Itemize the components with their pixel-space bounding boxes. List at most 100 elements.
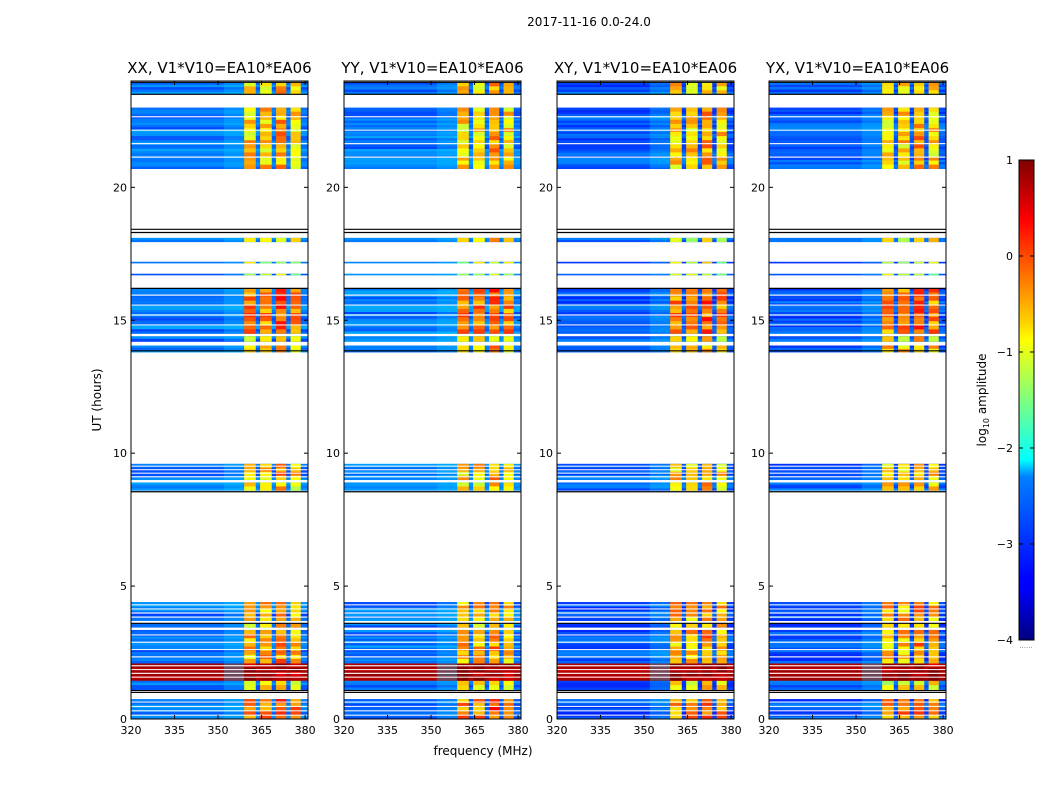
- data-rfi-cell: [503, 613, 514, 618]
- data-rfi-cell: [686, 156, 698, 161]
- data-rfi-cell: [457, 152, 469, 157]
- data-rfi-cell: [473, 616, 485, 621]
- data-rfi-cell: [503, 160, 514, 165]
- data-rfi-cell: [914, 329, 925, 334]
- data-rfi-cell: [882, 140, 894, 145]
- data-rfi-cell: [457, 144, 469, 149]
- data-rfi-cell: [716, 288, 727, 293]
- data-rfi-cell: [503, 140, 514, 145]
- data-row: [131, 488, 308, 491]
- data-rfi-cell: [914, 296, 925, 301]
- data-rfi-cell: [473, 156, 485, 161]
- data-row: [557, 716, 734, 720]
- data-rfi-cell: [473, 300, 485, 306]
- data-row: [344, 149, 521, 152]
- data-row: [769, 660, 946, 664]
- data-rfi-cell: [290, 273, 301, 276]
- data-row: [344, 647, 521, 651]
- data-rfi-cell: [503, 237, 514, 243]
- data-rfi-cell: [686, 86, 698, 91]
- data-row: [769, 274, 946, 276]
- data-row: [769, 470, 946, 474]
- data-rfi-cell: [473, 115, 485, 121]
- data-rfi-cell: [473, 123, 485, 129]
- data-row: [344, 482, 521, 485]
- data-rfi-cell: [702, 616, 713, 621]
- data-block: [131, 82, 308, 95]
- data-rfi-cell: [670, 642, 682, 647]
- data-row: [769, 673, 946, 677]
- data-rfi-cell: [473, 148, 485, 153]
- data-rfi-cell: [290, 300, 301, 306]
- data-rfi-cell: [457, 164, 469, 170]
- data-row: [557, 324, 734, 328]
- data-row: [769, 151, 946, 154]
- data-rfi-cell: [898, 321, 910, 326]
- data-row: [769, 292, 946, 296]
- data-rfi-cell: [914, 646, 925, 652]
- data-rfi-cell: [457, 296, 469, 301]
- data-row: [344, 629, 521, 633]
- data-rfi-cell: [503, 325, 514, 330]
- data-row: [131, 138, 308, 141]
- data-block: [344, 336, 521, 342]
- data-rfi-cell: [686, 646, 698, 652]
- data-row: [557, 327, 734, 330]
- data-rfi-cell: [670, 685, 682, 691]
- data-row: [557, 477, 734, 481]
- data-rfi-cell: [882, 602, 894, 607]
- data-row: [769, 133, 946, 137]
- data-halo: [223, 663, 245, 681]
- data-rfi-cell: [898, 132, 910, 137]
- data-rfi-cell: [882, 164, 894, 170]
- data-rfi-cell: [686, 288, 698, 293]
- data-rfi-cell: [276, 486, 287, 491]
- data-rfi-cell: [457, 638, 469, 643]
- data-row: [344, 120, 521, 124]
- data-row: [769, 338, 946, 342]
- data-row: [344, 122, 521, 126]
- data-row: [344, 290, 521, 293]
- data-rfi-cell: [702, 261, 713, 264]
- data-rfi-cell: [928, 237, 939, 243]
- data-rfi-cell: [882, 156, 894, 161]
- data-row: [557, 146, 734, 150]
- data-rfi-cell: [260, 288, 272, 293]
- data-rfi-cell: [882, 160, 894, 165]
- data-rfi-cell: [716, 336, 727, 342]
- data-row: [557, 262, 734, 264]
- data-rfi-cell: [702, 609, 713, 614]
- data-rfi-cell: [457, 602, 469, 607]
- data-row: [344, 320, 521, 324]
- data-rfi-cell: [716, 638, 727, 643]
- data-rfi-cell: [716, 144, 727, 149]
- data-rfi-cell: [503, 602, 514, 607]
- data-rfi-cell: [914, 680, 925, 686]
- data-rfi-cell: [898, 685, 910, 691]
- data-rfi-cell: [503, 715, 514, 720]
- data-row: [131, 159, 308, 163]
- data-rfi-cell: [473, 325, 485, 330]
- data-rfi-cell: [914, 482, 925, 487]
- data-rfi-cell: [260, 616, 272, 621]
- data-rfi-cell: [244, 111, 256, 117]
- data-rfi-cell: [503, 616, 514, 621]
- data-row: [557, 678, 734, 681]
- data-rfi-cell: [898, 715, 910, 720]
- data-rfi-cell: [670, 296, 682, 301]
- data-rfi-cell: [914, 642, 925, 647]
- data-rfi-cell: [473, 336, 485, 342]
- data-row: [344, 707, 521, 711]
- data-row: [557, 347, 734, 351]
- data-row: [769, 629, 946, 633]
- data-rfi-cell: [898, 273, 910, 276]
- data-row: [769, 312, 946, 315]
- data-rfi-cell: [702, 336, 713, 342]
- data-rfi-cell: [702, 288, 713, 293]
- data-rfi-cell: [244, 613, 256, 618]
- data-halo: [223, 699, 245, 719]
- data-row: [131, 714, 308, 718]
- data-block: [557, 82, 734, 95]
- data-rfi-cell: [260, 160, 272, 165]
